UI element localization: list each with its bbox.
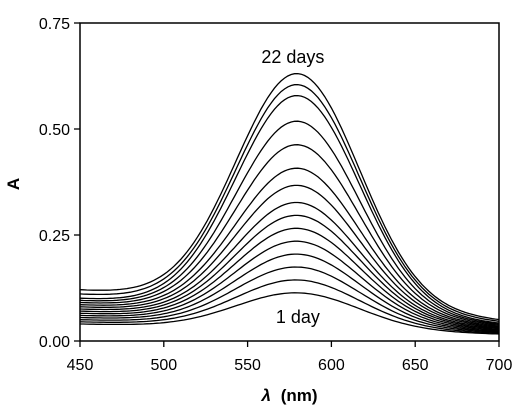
series-line-4 — [79, 253, 500, 332]
x-tick-label: 700 — [486, 357, 513, 374]
x-tick-label: 650 — [402, 357, 429, 374]
series-line-9 — [79, 184, 500, 328]
x-axis-title-unit: (nm) — [281, 386, 318, 405]
annotation-1-day: 1 day — [276, 307, 320, 327]
series-line-12 — [79, 120, 500, 325]
series-line-3 — [79, 266, 500, 333]
series-line-8 — [79, 201, 500, 329]
x-tick-label: 500 — [150, 357, 177, 374]
x-axis-title-symbol: λ — [260, 386, 270, 405]
series-line-14 — [79, 83, 500, 322]
series-line-10 — [79, 167, 500, 327]
y-tick-label: 0.00 — [39, 334, 70, 351]
x-tick-label: 450 — [67, 357, 94, 374]
series-group — [79, 72, 500, 335]
y-axis-title: A — [4, 178, 23, 190]
x-axis-ticks: 450 500 550 600 650 700 — [67, 341, 513, 374]
series-line-7 — [79, 214, 500, 330]
series-line-1 — [80, 292, 500, 335]
series-line-13 — [79, 94, 500, 324]
series-line-2 — [79, 279, 500, 334]
annotation-22-days: 22 days — [261, 47, 324, 67]
plot-area-frame — [79, 22, 500, 342]
y-tick-label: 0.50 — [39, 122, 70, 139]
x-axis-title: λ (nm) — [260, 386, 317, 405]
y-tick-label: 0.75 — [39, 16, 70, 33]
y-axis-ticks: 0.00 0.25 0.50 0.75 — [39, 16, 80, 351]
series-line-5 — [79, 240, 500, 332]
series-line-15 — [79, 72, 500, 321]
x-tick-label: 550 — [234, 357, 261, 374]
series-line-6 — [79, 227, 500, 331]
x-tick-label: 600 — [318, 357, 345, 374]
y-tick-label: 0.25 — [39, 228, 70, 245]
series-line-11 — [79, 144, 500, 326]
